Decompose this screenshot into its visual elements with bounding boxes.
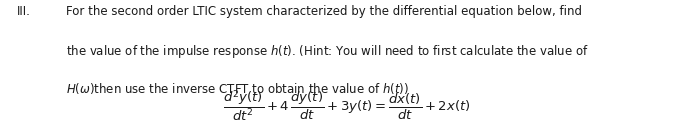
Text: III.: III. xyxy=(17,5,31,18)
Text: $\dfrac{d^2y(t)}{dt^2} + 4\,\dfrac{dy(t)}{dt} + 3y(t) = \dfrac{dx(t)}{dt} + 2x(t: $\dfrac{d^2y(t)}{dt^2} + 4\,\dfrac{dy(t)… xyxy=(223,89,471,123)
Text: $H(\omega)$then use the inverse CTFT to obtain the value of $h(t)$): $H(\omega)$then use the inverse CTFT to … xyxy=(66,81,409,96)
Text: the value of the impulse response $h(t)$. (Hint: You will need to first calculat: the value of the impulse response $h(t)$… xyxy=(66,43,589,60)
Text: For the second order LTIC system characterized by the differential equation belo: For the second order LTIC system charact… xyxy=(66,5,582,18)
